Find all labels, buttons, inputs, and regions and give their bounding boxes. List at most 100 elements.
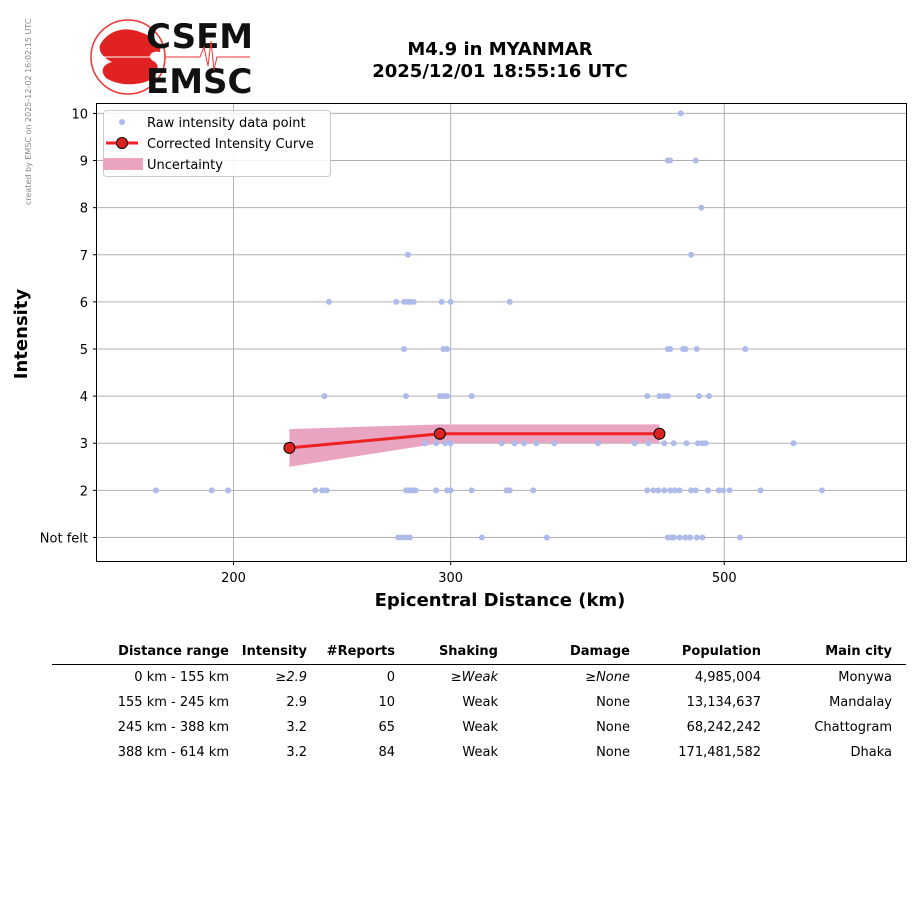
raw-data-point (530, 487, 537, 494)
intensity-chart: created by EMSC on 2025-12-02 16:02:15 U… (11, 17, 907, 611)
y-tick-label: 7 (80, 249, 88, 264)
legend-raw-marker (119, 119, 125, 125)
raw-data-point (667, 157, 674, 164)
cell-city: Monywa (838, 670, 892, 685)
raw-data-point (543, 534, 550, 541)
legend-raw-label: Raw intensity data point (147, 116, 306, 131)
col-shaking: Shaking (438, 643, 498, 659)
summary-table: Distance range Intensity #Reports Shakin… (52, 640, 906, 765)
raw-data-point (447, 298, 454, 305)
logo-line2: EMSC (146, 62, 253, 102)
raw-data-point (661, 487, 668, 494)
raw-data-point (692, 157, 699, 164)
raw-data-point (682, 534, 689, 541)
cell-city: Chattogram (814, 720, 892, 735)
cell-population: 4,985,004 (694, 670, 761, 685)
x-tick-label: 200 (221, 571, 246, 586)
x-tick-label: 500 (712, 571, 737, 586)
raw-data-point (533, 440, 540, 447)
y-tick-label: 10 (71, 107, 88, 122)
raw-data-point (726, 487, 733, 494)
cell-range: 0 km - 155 km (134, 670, 229, 685)
raw-data-point (645, 440, 652, 447)
col-population: Population (681, 643, 761, 659)
raw-data-point (444, 393, 451, 400)
cell-shaking: Weak (462, 745, 498, 760)
raw-data-point (468, 393, 475, 400)
y-tick-label: 4 (80, 390, 88, 405)
raw-data-point (422, 440, 429, 447)
raw-data-point (312, 487, 319, 494)
watermark-text: created by EMSC on 2025-12-02 16:02:15 U… (24, 18, 33, 205)
raw-data-point (325, 298, 332, 305)
curve-marker (283, 441, 296, 454)
raw-data-point (686, 534, 693, 541)
y-tick-label: 3 (80, 437, 88, 452)
raw-data-point (688, 251, 695, 258)
raw-data-point (406, 534, 413, 541)
raw-data-point (520, 440, 527, 447)
logo-line1: CSEM (146, 17, 253, 57)
raw-data-point (447, 440, 454, 447)
legend-curve-label: Corrected Intensity Curve (147, 137, 314, 152)
raw-data-point (694, 440, 701, 447)
raw-data-point (225, 487, 232, 494)
table-row: 388 km - 614 km 3.2 84 Weak None 171,481… (52, 740, 906, 765)
raw-data-point (737, 534, 744, 541)
raw-points (152, 110, 825, 541)
curve-marker (653, 427, 666, 440)
raw-data-point (688, 487, 695, 494)
raw-data-point (506, 487, 513, 494)
raw-data-point (412, 487, 419, 494)
col-reports: #Reports (326, 643, 395, 659)
cell-population: 13,134,637 (686, 695, 761, 710)
raw-data-point (683, 440, 690, 447)
raw-data-point (661, 440, 668, 447)
raw-data-point (511, 440, 518, 447)
y-tick-label: 2 (80, 484, 88, 499)
cell-reports: 10 (378, 695, 395, 710)
raw-data-point (667, 345, 674, 352)
y-tick-label: 5 (80, 343, 88, 358)
raw-data-point (444, 345, 451, 352)
y-axis-title: Intensity (11, 289, 32, 380)
raw-data-point (644, 487, 651, 494)
y-tick-label: 8 (80, 202, 88, 217)
x-axis-title: Epicentral Distance (km) (375, 590, 626, 611)
raw-data-point (704, 487, 711, 494)
col-damage: Damage (569, 643, 630, 659)
cell-city: Dhaka (850, 745, 892, 760)
raw-data-point (498, 440, 505, 447)
legend-curve-marker (116, 137, 128, 149)
raw-data-point (595, 440, 602, 447)
y-tick-label: Not felt (40, 531, 88, 546)
raw-data-point (403, 393, 410, 400)
legend: Raw intensity data point Corrected Inten… (103, 110, 331, 177)
raw-data-point (433, 440, 440, 447)
raw-data-point (682, 345, 689, 352)
col-distance-range: Distance range (118, 643, 229, 659)
raw-data-point (676, 487, 683, 494)
raw-data-point (551, 440, 558, 447)
cell-damage: ≥None (585, 670, 630, 685)
raw-data-point (401, 345, 408, 352)
legend-uncertainty-swatch (103, 158, 143, 170)
raw-data-point (404, 251, 411, 258)
raw-data-point (757, 487, 764, 494)
raw-data-point (670, 534, 677, 541)
raw-data-point (447, 487, 454, 494)
curve-marker (433, 427, 446, 440)
raw-data-point (742, 345, 749, 352)
col-intensity: Intensity (241, 643, 307, 659)
raw-data-point (393, 298, 400, 305)
cell-damage: None (596, 745, 630, 760)
raw-data-point (699, 534, 706, 541)
raw-data-point (693, 345, 700, 352)
table-row: 245 km - 388 km 3.2 65 Weak None 68,242,… (52, 715, 906, 740)
cell-damage: None (596, 720, 630, 735)
raw-data-point (715, 487, 722, 494)
raw-data-point (506, 298, 513, 305)
cell-population: 171,481,582 (678, 745, 761, 760)
cell-population: 68,242,242 (686, 720, 761, 735)
table-row: 155 km - 245 km 2.9 10 Weak None 13,134,… (52, 690, 906, 715)
